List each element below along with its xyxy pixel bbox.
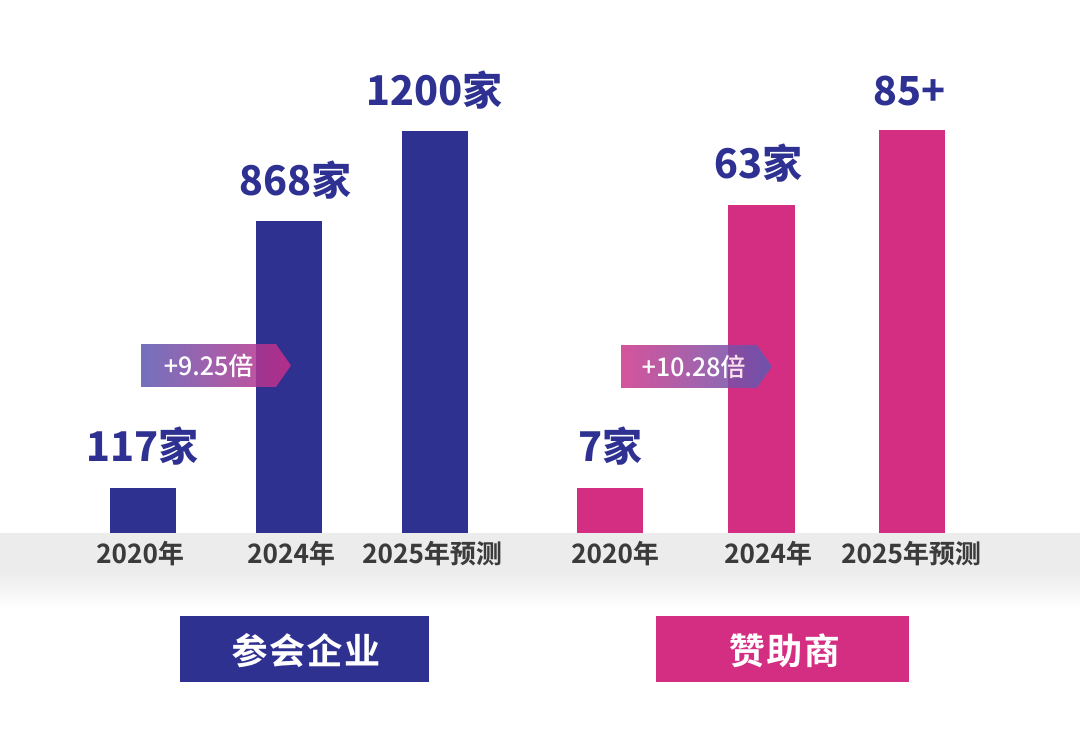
x-label-attendees-2024: 2024年 (247, 534, 335, 571)
growth-badge-sponsors: +10.28倍 (621, 345, 772, 388)
x-label-sponsors-2025: 2025年预测 (841, 534, 981, 571)
bar-attendees-2025 (402, 131, 468, 533)
legend-sponsors: 赞助商 (656, 616, 909, 682)
value-label-sponsors-2024: 63家 (713, 132, 803, 190)
bar-sponsors-2020 (577, 488, 643, 533)
x-label-sponsors-2024: 2024年 (724, 534, 812, 571)
value-label-attendees-2020: 117家 (85, 415, 199, 473)
x-label-sponsors-2020: 2020年 (571, 534, 659, 571)
value-label-sponsors-2020: 7家 (577, 415, 643, 473)
growth-badge-attendees: +9.25倍 (141, 344, 291, 387)
bar-sponsors-2025 (879, 130, 945, 533)
value-label-sponsors-2025: 85+ (872, 59, 946, 117)
growth-badge-sponsors-text: +10.28倍 (641, 348, 746, 384)
value-label-attendees-2024: 868家 (238, 149, 352, 207)
legend-attendees: 参会企业 (180, 616, 429, 682)
value-label-attendees-2025: 1200家 (365, 59, 503, 117)
x-label-attendees-2025: 2025年预测 (362, 534, 502, 571)
x-label-attendees-2020: 2020年 (96, 534, 184, 571)
axis-band (0, 533, 1080, 608)
growth-badge-attendees-text: +9.25倍 (163, 347, 254, 383)
bar-attendees-2020 (110, 488, 176, 533)
